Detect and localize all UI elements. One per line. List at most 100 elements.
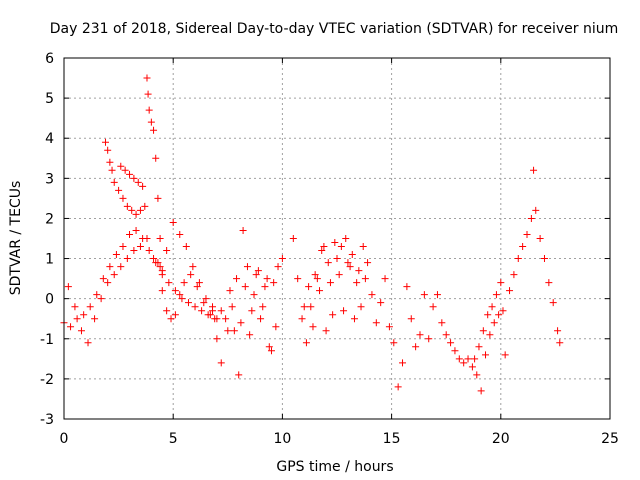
data-point bbox=[342, 235, 350, 242]
data-point bbox=[156, 235, 164, 242]
data-point bbox=[198, 307, 206, 315]
series-track-l bbox=[471, 166, 564, 363]
data-point bbox=[346, 263, 354, 271]
data-point bbox=[545, 279, 553, 287]
data-point bbox=[501, 351, 509, 359]
data-point bbox=[126, 170, 134, 178]
series-track-c bbox=[101, 138, 149, 218]
y-tick-label: -1 bbox=[40, 332, 54, 348]
data-point bbox=[359, 243, 367, 251]
data-point bbox=[302, 339, 310, 347]
data-point bbox=[506, 287, 514, 295]
data-point bbox=[313, 275, 321, 283]
series-track-k bbox=[377, 275, 507, 395]
data-point bbox=[540, 255, 548, 263]
data-point bbox=[246, 331, 254, 339]
data-point bbox=[97, 295, 105, 303]
data-point bbox=[433, 291, 441, 299]
series-track-f bbox=[154, 259, 221, 323]
data-point bbox=[184, 299, 192, 307]
data-point bbox=[510, 271, 518, 279]
data-point bbox=[263, 275, 271, 283]
data-point bbox=[145, 247, 153, 255]
data-point bbox=[333, 255, 341, 263]
data-point bbox=[176, 230, 184, 238]
data-point bbox=[455, 355, 463, 363]
data-point bbox=[482, 351, 490, 359]
data-point bbox=[438, 319, 446, 327]
data-point bbox=[399, 359, 407, 367]
data-point bbox=[475, 343, 483, 351]
y-axis-label: SDTVAR / TECUs bbox=[8, 181, 24, 296]
data-point bbox=[93, 291, 101, 299]
data-point bbox=[259, 303, 267, 311]
data-point bbox=[495, 311, 503, 319]
data-point bbox=[316, 287, 324, 295]
data-point bbox=[171, 287, 179, 295]
data-point bbox=[71, 303, 79, 311]
data-point bbox=[239, 226, 247, 234]
data-point bbox=[128, 206, 136, 214]
data-point bbox=[182, 243, 190, 251]
data-point bbox=[412, 343, 420, 351]
data-point bbox=[300, 303, 308, 311]
data-point bbox=[340, 307, 348, 315]
data-point bbox=[123, 202, 131, 210]
data-point bbox=[206, 311, 214, 319]
data-point bbox=[132, 226, 140, 234]
y-tick-labels: -3 -2 -1 0 1 2 3 4 5 6 bbox=[40, 51, 54, 428]
x-tick-label: 15 bbox=[383, 431, 401, 447]
data-point bbox=[132, 210, 140, 218]
data-point bbox=[154, 259, 162, 267]
data-point bbox=[355, 267, 363, 275]
data-point bbox=[167, 315, 175, 323]
data-point bbox=[134, 178, 142, 186]
series-track-e bbox=[143, 74, 166, 275]
data-point bbox=[497, 279, 505, 287]
data-point bbox=[530, 166, 538, 174]
data-point bbox=[222, 315, 230, 323]
data-point bbox=[145, 106, 153, 114]
data-point bbox=[556, 339, 564, 347]
data-point bbox=[176, 291, 184, 299]
data-point bbox=[158, 287, 166, 295]
data-point bbox=[217, 307, 225, 315]
data-point bbox=[171, 311, 179, 319]
data-point bbox=[488, 303, 496, 311]
data-point bbox=[110, 271, 118, 279]
series-track-a bbox=[60, 226, 225, 331]
data-point bbox=[147, 118, 155, 126]
data-point bbox=[241, 283, 249, 291]
data-point bbox=[180, 279, 188, 287]
data-point bbox=[486, 331, 494, 339]
data-point bbox=[152, 154, 160, 162]
x-tick-labels: 0 5 10 15 20 25 bbox=[60, 431, 619, 447]
data-point bbox=[226, 287, 234, 295]
data-point bbox=[385, 323, 393, 331]
x-tick-label: 10 bbox=[273, 431, 291, 447]
data-point bbox=[331, 239, 339, 247]
plot-frame bbox=[63, 57, 611, 420]
y-tick-label: 6 bbox=[45, 51, 54, 67]
data-point bbox=[195, 279, 203, 287]
data-point bbox=[451, 347, 459, 355]
data-point bbox=[460, 359, 468, 367]
data-point bbox=[106, 263, 114, 271]
data-point bbox=[514, 255, 522, 263]
axis-ticks bbox=[63, 57, 611, 420]
data-points bbox=[60, 74, 564, 395]
data-point bbox=[254, 267, 262, 275]
y-tick-label: 4 bbox=[45, 131, 54, 147]
data-point bbox=[237, 319, 245, 327]
data-point bbox=[311, 271, 319, 279]
data-point bbox=[126, 230, 134, 238]
data-point bbox=[484, 311, 492, 319]
data-point bbox=[158, 267, 166, 275]
data-point bbox=[357, 303, 365, 311]
data-point bbox=[372, 319, 380, 327]
series-track-d bbox=[117, 162, 147, 190]
data-point bbox=[136, 206, 144, 214]
data-point bbox=[326, 279, 334, 287]
data-point bbox=[519, 243, 527, 251]
